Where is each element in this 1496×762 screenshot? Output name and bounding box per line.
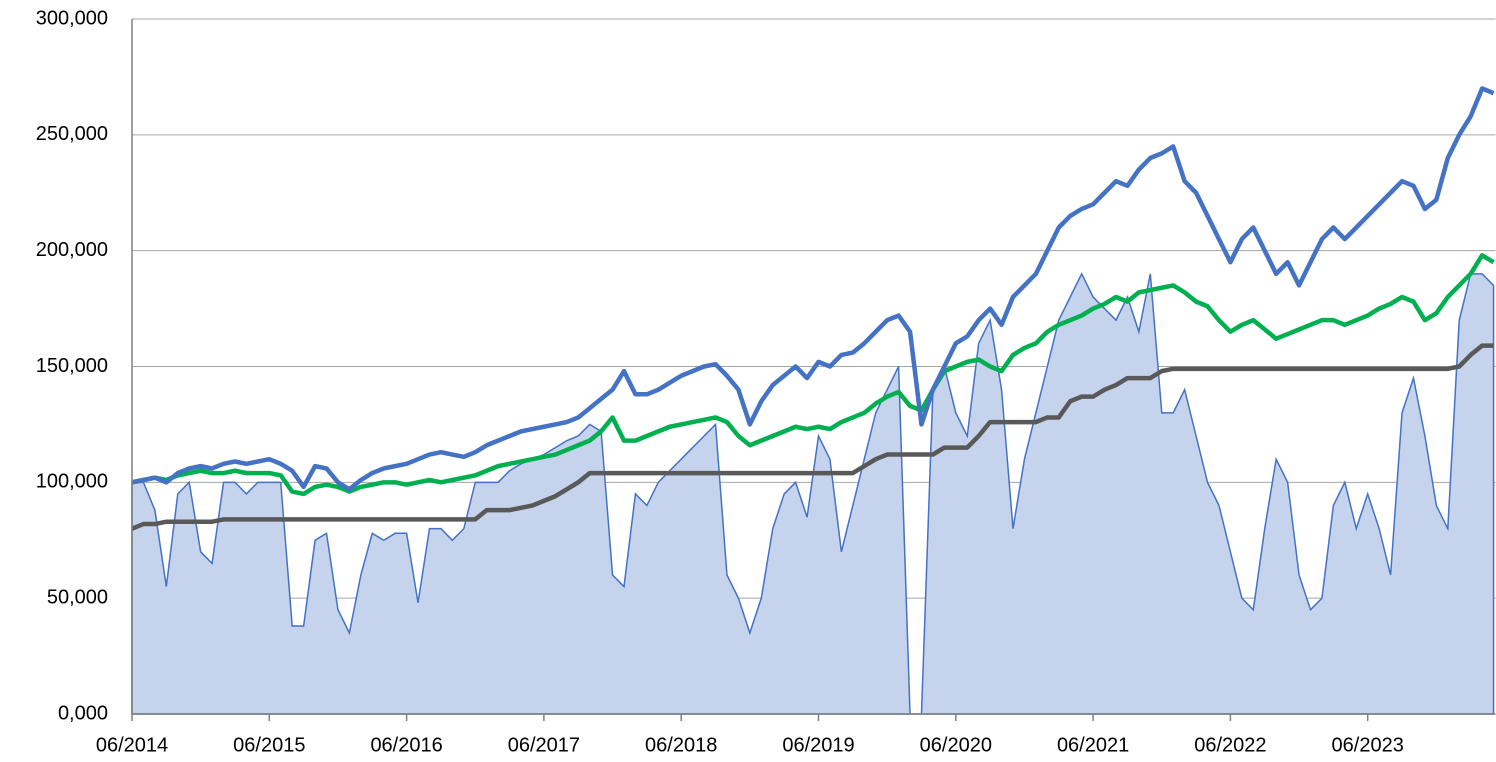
area — [131, 272, 1495, 715]
y-tick-label: 250,000 — [36, 123, 108, 145]
x-tick-label: 06/2019 — [782, 734, 854, 756]
y-tick-label: 100,000 — [36, 471, 108, 493]
y-tick-label: 150,000 — [36, 355, 108, 377]
y-tick-label: 0,000 — [58, 702, 108, 724]
x-tick-label: 06/2016 — [370, 734, 442, 756]
x-tick-label: 06/2015 — [233, 734, 305, 756]
line — [131, 343, 1494, 531]
y-tick-label: 200,000 — [36, 239, 108, 261]
y-tick-label: 50,000 — [47, 586, 108, 608]
x-tick-label: 06/2021 — [1057, 734, 1129, 756]
x-tick-label: 06/2020 — [920, 734, 992, 756]
x-tick-label: 06/2018 — [645, 734, 717, 756]
y-tick-label: 300,000 — [36, 7, 108, 29]
line — [131, 253, 1495, 497]
x-tick-label: 06/2014 — [96, 734, 168, 756]
x-tick-label: 06/2023 — [1332, 734, 1404, 756]
line — [131, 86, 1495, 492]
x-tick-label: 06/2022 — [1194, 734, 1266, 756]
x-tick-label: 06/2017 — [508, 734, 580, 756]
